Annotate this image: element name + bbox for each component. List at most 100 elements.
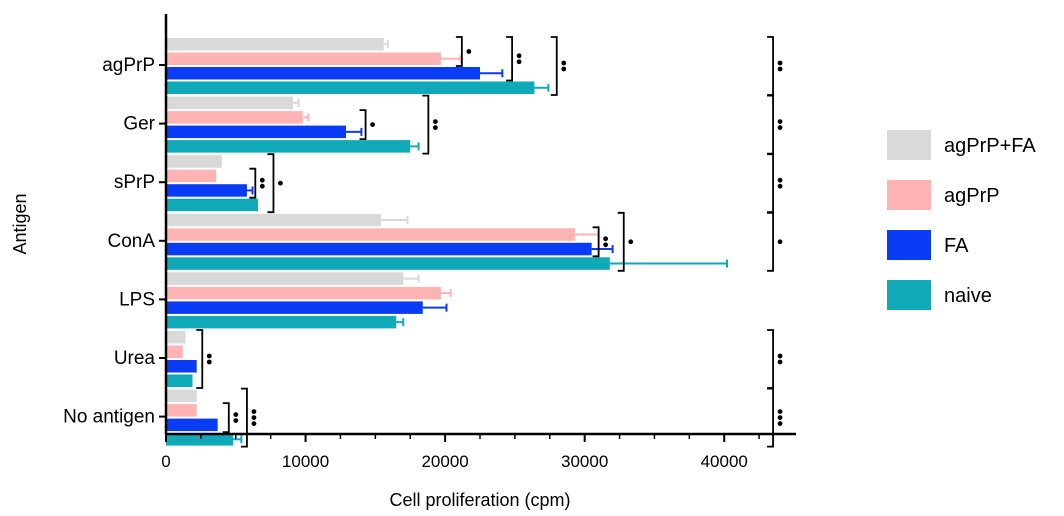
significance-dot-13-1 [206,359,212,365]
bar-naive-4 [166,315,397,329]
significance-dot-4-0 [370,122,375,127]
bar-agprp-fa-5 [166,331,186,344]
significance-dot-10-1 [603,242,609,248]
x-tick-label-3: 30000 [561,452,608,471]
significance-bracket-14 [767,329,774,389]
bars [166,38,610,446]
bar-agprp-fa-2 [166,155,222,168]
significance-dot-15-0 [233,412,239,417]
bar-naive-3 [166,257,610,270]
legend: agPrP+FA agPrP FA naive [887,130,1036,310]
legend-label-3: naive [944,285,992,307]
bar-agprp-0 [166,52,441,65]
significance-bracket-2 [550,36,558,96]
legend-swatch-2 [887,230,931,260]
significance-dot-9-0 [777,177,783,183]
x-tick-label-4: 40000 [701,452,748,471]
legend-swatch-1 [887,180,931,210]
bar-fa-2 [166,184,247,197]
bar-agprp-fa-1 [166,96,293,110]
bar-fa-0 [166,67,480,80]
y-tick-label-3: ConA [107,231,155,252]
significance-bracket-7 [249,167,257,199]
legend-label-1: agPrP [944,185,1000,207]
significance-dot-8-0 [278,180,283,186]
significance-bracket-15 [222,402,230,433]
y-tick-label-6: No antigen [63,407,155,428]
significance-bracket-6 [767,94,774,155]
significance-bracket-11 [617,211,625,272]
significance-bracket-0 [455,36,463,67]
significance-bracket-5 [422,94,430,155]
significance-bracket-13 [196,329,204,389]
bar-naive-5 [166,374,193,387]
bar-agprp-fa-0 [166,38,384,51]
significance-dot-1-0 [516,53,522,59]
bar-fa-5 [166,360,197,373]
significance-dot-6-0 [777,119,783,124]
significance-dot-5-0 [432,119,438,124]
y-axis-title: Antigen [10,193,30,254]
significance-bracket-8 [267,153,275,214]
significance-bracket-3 [767,36,774,96]
significance-dot-16-1 [251,415,257,420]
significance-dot-2-0 [561,60,567,66]
significance-dot-10-0 [603,236,609,242]
significance-dot-14-1 [777,359,783,365]
significance-dot-12-0 [777,239,783,245]
significance-dot-14-0 [777,353,783,359]
bar-agprp-1 [166,111,303,124]
bar-agprp-fa-3 [166,213,381,227]
y-tick-label-4: LPS [119,289,155,310]
bar-fa-4 [166,301,423,314]
bar-naive-1 [166,140,411,153]
significance-bracket-4 [359,109,367,140]
significance-dot-9-1 [777,183,783,189]
y-tick-label-1: Ger [123,114,155,135]
bar-naive-6 [166,433,233,446]
significance-dot-5-1 [432,125,438,130]
significance-dot-1-1 [516,59,522,65]
x-axis-title: Cell proliferation (cpm) [389,490,570,510]
legend-label-2: FA [944,235,969,257]
significance-dot-3-0 [777,60,783,66]
bar-naive-0 [166,81,535,94]
bar-naive-2 [166,198,259,212]
y-tick-label-0: agPrP [102,55,155,76]
x-tick-label-2: 20000 [421,452,468,471]
bar-agprp-4 [166,286,441,300]
significance-dot-17-0 [777,409,783,414]
legend-swatch-0 [887,130,931,160]
bar-agprp-fa-6 [166,389,197,403]
bar-agprp-6 [166,404,197,417]
x-tick-label-1: 10000 [282,452,329,471]
y-tick-label-2: sPrP [114,172,155,193]
significance-dot-17-2 [777,421,783,426]
significance-dot-3-1 [777,66,783,72]
y-ticks: agPrP Ger sPrP ConA LPS Urea No antigen [63,55,166,428]
bar-agprp-5 [166,345,183,358]
bar-agprp-3 [166,228,575,241]
significance-dot-0-0 [466,49,472,54]
error-bars [232,40,729,444]
significance-dot-7-0 [259,177,265,183]
legend-label-0: agPrP+FA [944,135,1036,157]
significance-bracket-12 [767,211,774,272]
significance-dot-11-0 [628,239,634,245]
significance-bracket-9 [767,153,774,214]
significance-bracket-1 [506,36,513,82]
significance-dot-16-0 [251,409,257,414]
bar-fa-1 [166,125,347,139]
significance-dot-2-1 [561,66,567,72]
significance-dot-13-0 [206,353,212,359]
significance-dot-17-1 [777,415,783,420]
significance-dot-7-1 [259,183,265,189]
legend-swatch-3 [887,280,931,310]
significance-bracket-16 [240,387,248,448]
y-tick-label-5: Urea [114,348,156,369]
significance-bracket-17 [767,387,774,448]
significance-dot-16-2 [251,421,257,426]
significance-dot-15-1 [233,418,239,423]
bar-fa-3 [166,242,592,256]
